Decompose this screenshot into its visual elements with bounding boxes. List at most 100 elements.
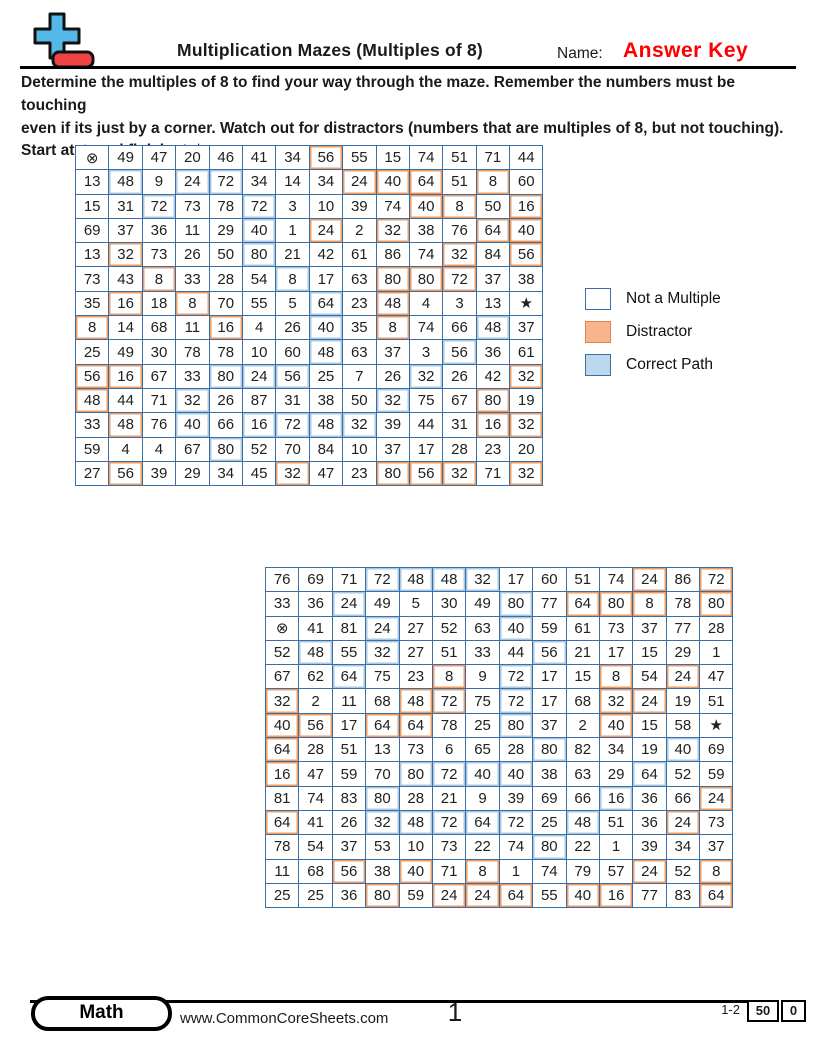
- maze-cell-not-multiple: 81: [331, 615, 367, 641]
- maze-cell-path: 24: [365, 615, 400, 641]
- maze-cell-not-multiple: 33: [74, 412, 110, 438]
- maze-cell-not-multiple: 27: [398, 615, 433, 641]
- maze-cell-not-multiple: 68: [365, 688, 400, 714]
- maze-cell-not-multiple: 10: [308, 193, 344, 219]
- maze-cell-path: 32: [465, 566, 500, 593]
- maze-cell-not-multiple: 59: [532, 615, 567, 641]
- maze-cell-path: 40: [465, 761, 500, 787]
- maze-cell-not-multiple: 57: [598, 858, 634, 884]
- maze-cell-not-multiple: 23: [342, 460, 377, 487]
- maze-cell-distractor: 16: [509, 193, 544, 219]
- legend-label: Correct Path: [626, 356, 714, 373]
- maze-cell-not-multiple: 52: [665, 858, 701, 884]
- maze-cell-path: 80: [532, 834, 567, 860]
- maze-cell-not-multiple: 27: [398, 639, 433, 666]
- maze-cell-distractor: 64: [264, 737, 300, 763]
- maze-cell-not-multiple: 76: [141, 412, 177, 438]
- maze-cell-not-multiple: 54: [298, 834, 333, 860]
- maze-cell-not-multiple: 74: [498, 834, 534, 860]
- maze-cell-not-multiple: 19: [632, 737, 667, 763]
- maze-cell-not-multiple: 51: [442, 144, 477, 171]
- problem-range-label: 1-2: [721, 1002, 740, 1017]
- maze-cell-path: 32: [375, 387, 410, 414]
- maze-cell-not-multiple: 28: [699, 615, 734, 641]
- maze-cell-not-multiple: 38: [532, 761, 567, 787]
- maze-cell-distractor: 40: [598, 712, 634, 739]
- maze-cell-not-multiple: 63: [342, 339, 377, 365]
- maze-cell-path: 72: [208, 169, 243, 195]
- maze-cell-distractor: 80: [375, 266, 410, 292]
- maze-cell-path: 40: [665, 737, 701, 763]
- maze-cell-path: 48: [431, 566, 467, 593]
- maze-cell-not-multiple: 23: [398, 664, 433, 690]
- maze-cell-not-multiple: 26: [208, 387, 243, 414]
- maze-cell-not-multiple: 51: [598, 809, 634, 836]
- maze-cell-not-multiple: 31: [442, 412, 477, 438]
- maze-cell-not-multiple: 11: [331, 688, 367, 714]
- maze-cell-path: 72: [141, 193, 177, 219]
- maze-cell-not-multiple: 37: [475, 266, 511, 292]
- maze-cell-not-multiple: 34: [208, 460, 243, 487]
- maze-row: 32 2 11 68 48 72 75 72 17 68 32 24 19 51: [264, 688, 734, 714]
- maze-cell-not-multiple: 5: [398, 591, 433, 617]
- maze-cell-not-multiple: 54: [241, 266, 277, 292]
- maze-cell-path: 24: [331, 591, 367, 617]
- maze-cell-not-multiple: 22: [565, 834, 600, 860]
- maze-cell-distractor: 24: [342, 169, 377, 195]
- maze-cell-distractor: 64: [475, 217, 511, 244]
- maze-cell-not-multiple: 17: [532, 664, 567, 690]
- maze-cell-not-multiple: 28: [398, 785, 433, 811]
- maze-cell-path: 72: [498, 688, 534, 714]
- maze-cell-distractor: 40: [408, 193, 444, 219]
- maze-cell-not-multiple: 78: [208, 193, 243, 219]
- maze-cell-distractor: 80: [365, 882, 400, 909]
- maze-cell-distractor: 8: [632, 591, 667, 617]
- maze-cell-not-multiple: 14: [108, 315, 143, 341]
- maze-cell-distractor: 24: [308, 217, 344, 244]
- maze-cell-not-multiple: 53: [365, 834, 400, 860]
- maze-cell-not-multiple: 71: [431, 858, 467, 884]
- maze-cell-distractor: 64: [398, 712, 433, 739]
- maze-cell-not-multiple: 17: [498, 566, 534, 593]
- maze-cell-not-multiple: 29: [665, 639, 701, 666]
- maze-row: 16 47 59 70 80 72 40 40 38 63 29 64 52 59: [264, 761, 734, 787]
- maze-cell-not-multiple: 11: [264, 858, 300, 884]
- maze-cell-not-multiple: 20: [175, 144, 210, 171]
- maze-cell-path: 72: [431, 809, 467, 836]
- maze-cell-not-multiple: 36: [298, 591, 333, 617]
- maze-cell-not-multiple: 77: [665, 615, 701, 641]
- maze-cell-not-multiple: 26: [442, 363, 477, 389]
- maze-cell-not-multiple: 15: [565, 664, 600, 690]
- score-box-0: 0: [781, 1000, 806, 1022]
- maze-cell-not-multiple: 9: [465, 664, 500, 690]
- maze-cell-not-multiple: 71: [331, 566, 367, 593]
- maze-cell-not-multiple: 26: [175, 242, 210, 268]
- maze-cell-not-multiple: 25: [465, 712, 500, 739]
- maze-cell-not-multiple: 75: [408, 387, 444, 414]
- maze-cell-not-multiple: 34: [241, 169, 277, 195]
- website-link[interactable]: www.CommonCoreSheets.com: [180, 1010, 389, 1027]
- maze-cell-distractor: 32: [442, 460, 477, 487]
- legend-label: Distractor: [626, 323, 693, 340]
- maze-cell-not-multiple: 45: [241, 460, 277, 487]
- maze-cell-not-multiple: 38: [509, 266, 544, 292]
- maze-cell-not-multiple: 4: [241, 315, 277, 341]
- maze-cell-distractor: 48: [74, 387, 110, 414]
- maze-row: ⊗ 49 47 20 46 41 34 56 55 15 74 51 71 44: [74, 144, 544, 171]
- maze-cell-distractor: 8: [442, 193, 477, 219]
- maze-cell-not-multiple: 47: [308, 460, 344, 487]
- maze-row: 27 56 39 29 34 45 32 47 23 80 56 32 71 32: [74, 460, 544, 487]
- maze-cell-not-multiple: 42: [475, 363, 511, 389]
- maze-cell-not-multiple: 51: [565, 566, 600, 593]
- maze-cell-not-multiple: 39: [342, 193, 377, 219]
- footer-divider: [30, 1000, 747, 1003]
- maze-cell-not-multiple: 28: [208, 266, 243, 292]
- maze-cell-not-multiple: 41: [298, 809, 333, 836]
- maze-cell-not-multiple: 58: [665, 712, 701, 739]
- maze-cell-not-multiple: 55: [331, 639, 367, 666]
- maze-cell-not-multiple: 1: [699, 639, 734, 666]
- maze-cell-distractor: 32: [442, 242, 477, 268]
- maze-cell-path: 80: [398, 761, 433, 787]
- maze-cell-not-multiple: 73: [598, 615, 634, 641]
- maze-cell-distractor: 24: [632, 566, 667, 593]
